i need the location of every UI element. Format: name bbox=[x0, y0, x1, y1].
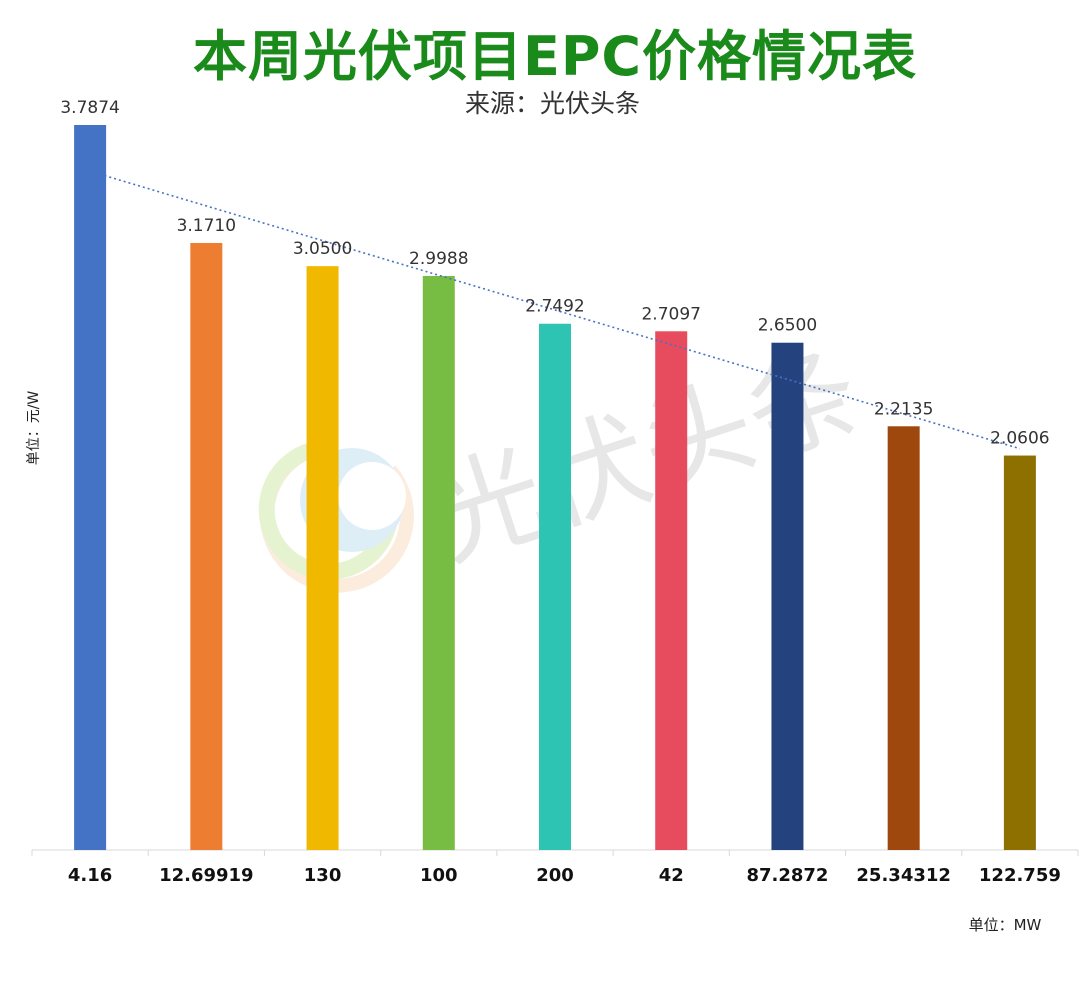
bar bbox=[539, 323, 571, 851]
value-label: 3.1710 bbox=[177, 216, 236, 236]
watermark-text: 光伏头条 bbox=[417, 326, 875, 584]
bars bbox=[74, 125, 1036, 851]
bar bbox=[887, 426, 920, 850]
bar bbox=[655, 331, 688, 850]
bar bbox=[771, 342, 804, 850]
value-labels: 3.7874 3.1710 3.0500 2.9988 2.7492 2.7097 2.65… bbox=[60, 98, 1049, 449]
value-label: 3.7874 bbox=[60, 98, 119, 118]
category-label: 4.16 bbox=[68, 865, 112, 886]
value-label: 2.9988 bbox=[409, 249, 468, 269]
value-label: 2.2135 bbox=[874, 399, 933, 419]
value-label: 2.7492 bbox=[525, 297, 584, 317]
value-label: 3.0500 bbox=[293, 239, 352, 259]
chart-title: 本周光伏项目EPC价格情况表 bbox=[192, 25, 918, 88]
category-label: 12.69919 bbox=[159, 865, 254, 886]
bar bbox=[190, 242, 223, 850]
value-label: 2.0606 bbox=[990, 429, 1049, 449]
category-label: 200 bbox=[536, 865, 574, 886]
bar bbox=[422, 275, 455, 850]
value-label: 2.7097 bbox=[641, 304, 700, 324]
category-labels: 4.16 12.69919 130 100 200 42 87.2872 25.34312 12… bbox=[68, 865, 1061, 886]
category-label: 42 bbox=[659, 865, 684, 886]
category-label: 25.34312 bbox=[856, 865, 951, 886]
category-label: 100 bbox=[420, 865, 458, 886]
category-label: 122.759 bbox=[979, 865, 1061, 886]
trendline bbox=[89, 170, 1021, 450]
category-label: 130 bbox=[304, 865, 342, 886]
category-label: 87.2872 bbox=[746, 865, 828, 886]
x-axis-unit-label: 单位：MW bbox=[968, 916, 1042, 934]
value-label: 2.6500 bbox=[758, 316, 817, 336]
bar bbox=[306, 266, 339, 850]
chart-subtitle: 来源：光伏头条 bbox=[464, 89, 640, 118]
bar bbox=[1003, 455, 1036, 850]
x-axis-ticks bbox=[31, 850, 1079, 856]
trendline-path bbox=[89, 170, 1021, 450]
bar bbox=[74, 125, 107, 850]
